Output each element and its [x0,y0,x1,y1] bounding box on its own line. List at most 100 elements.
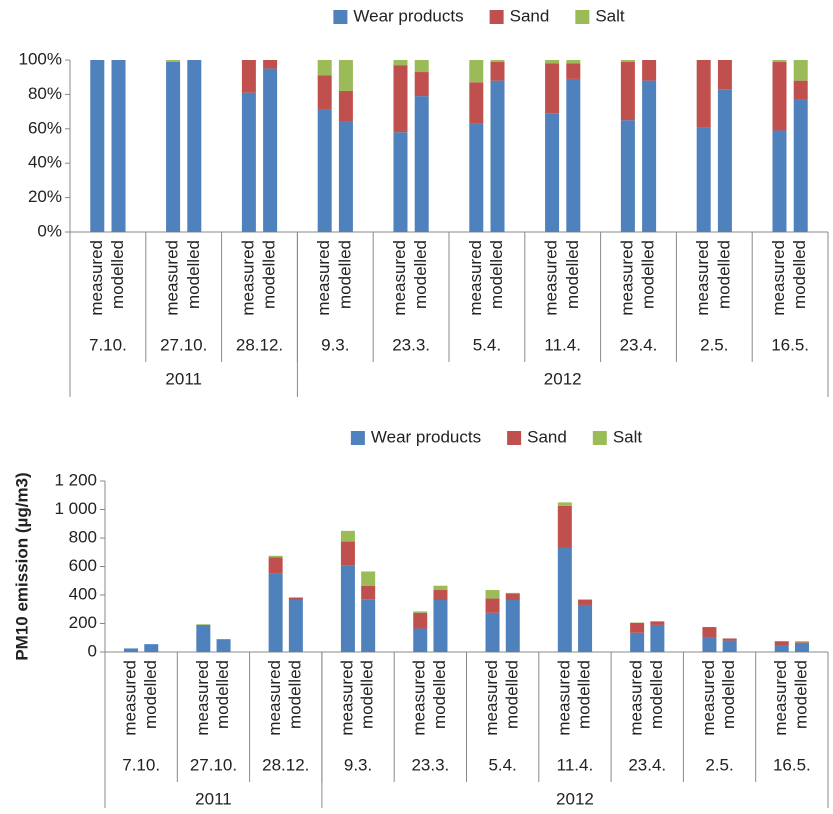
bar-segment [795,643,809,652]
date-label: 9.3. [321,335,349,354]
x-tick-label: modelled [260,240,279,309]
legend-swatch [490,10,504,24]
bar-segment [415,96,429,232]
x-tick-label: modelled [790,240,809,309]
bar-segment [269,556,283,557]
x-tick-label: measured [314,240,333,316]
y-tick-label: 40% [28,153,62,172]
bar-segment [413,628,427,652]
legend-label: Wear products [353,6,463,25]
bar-segment [491,60,505,62]
bar-segment [545,60,559,63]
x-tick-label: measured [769,240,788,316]
legend-label: Wear products [371,427,481,446]
y-tick-label: 400 [69,584,97,603]
year-label: 2012 [556,789,594,808]
x-tick-label: modelled [141,660,160,729]
bar-segment [341,566,355,652]
year-label: 2012 [544,369,582,388]
bar-segment [642,60,656,81]
bar-segment [341,531,355,542]
x-tick-label: modelled [358,660,377,729]
x-tick-label: modelled [285,660,304,729]
bar-segment [772,62,786,131]
x-tick-label: measured [627,660,646,736]
x-tick-label: measured [193,660,212,736]
date-label: 7.10. [122,755,160,774]
x-tick-label: modelled [563,240,582,309]
y-tick-label: 0 [88,641,97,660]
bar-segment [469,60,483,82]
x-tick-label: measured [482,660,501,736]
date-label: 23.3. [392,335,430,354]
bar-segment [506,600,520,652]
x-tick-label: measured [390,240,409,316]
bar-segment [269,557,283,573]
bar-segment [242,60,256,93]
bar-segment [90,60,104,232]
bar-segment [566,63,580,78]
bar-segment [196,625,210,652]
bar-segment [506,594,520,600]
x-tick-label: modelled [719,660,738,729]
bar-segment [393,60,407,65]
bar-segment [341,542,355,566]
bar-segment [393,65,407,132]
bar-segment [621,120,635,232]
bar-segment [702,637,716,652]
bar-segment [217,639,231,652]
year-label: 2011 [165,369,202,388]
y-tick-label: 60% [28,118,62,137]
bar-segment [772,131,786,232]
bar-segment [263,60,277,69]
bar-segment [621,60,635,62]
date-label: 2.5. [705,755,733,774]
x-tick-label: modelled [714,240,733,309]
bar-segment [318,75,332,109]
bar-segment [469,124,483,232]
bar-segment [263,69,277,232]
date-label: 9.3. [344,755,372,774]
bar-segment [545,113,559,232]
bar-segment [361,599,375,652]
bar-segment [578,605,592,652]
y-axis-title: PM10 emission (µg/m3) [12,472,31,660]
date-label: 16.5. [773,755,811,774]
y-tick-label: 80% [28,84,62,103]
y-tick-label: 1 000 [54,499,97,518]
bar-segment [196,624,210,625]
bar-segment [413,613,427,629]
bar-segment [112,60,126,232]
bar-segment [318,60,332,75]
bar-segment [339,122,353,232]
x-tick-label: measured [121,660,140,736]
bar-segment [718,60,732,89]
x-tick-label: measured [771,660,790,736]
bar-segment [795,641,809,642]
bar-segment [775,641,789,645]
date-label: 27.10. [190,755,237,774]
bar-segment [242,93,256,232]
bar-segment [289,598,303,600]
bar-segment [578,599,592,600]
bar-segment [144,644,158,652]
bar-segment [558,548,572,652]
legend-label: Salt [613,427,643,446]
x-tick-label: measured [466,240,485,316]
bar-segment [415,72,429,96]
x-tick-label: modelled [108,240,127,309]
bar-segment [433,590,447,600]
bar-segment [289,597,303,598]
date-label: 28.12. [236,335,283,354]
bar-segment [289,600,303,652]
x-tick-label: measured [693,240,712,316]
bar-segment [558,502,572,506]
y-tick-label: 1 200 [54,470,97,489]
x-tick-label: measured [699,660,718,736]
bar-segment [486,613,500,652]
y-tick-label: 200 [69,613,97,632]
bar-segment [718,89,732,232]
x-tick-label: measured [87,240,106,316]
bar-segment [491,81,505,232]
bar-segment [166,62,180,232]
